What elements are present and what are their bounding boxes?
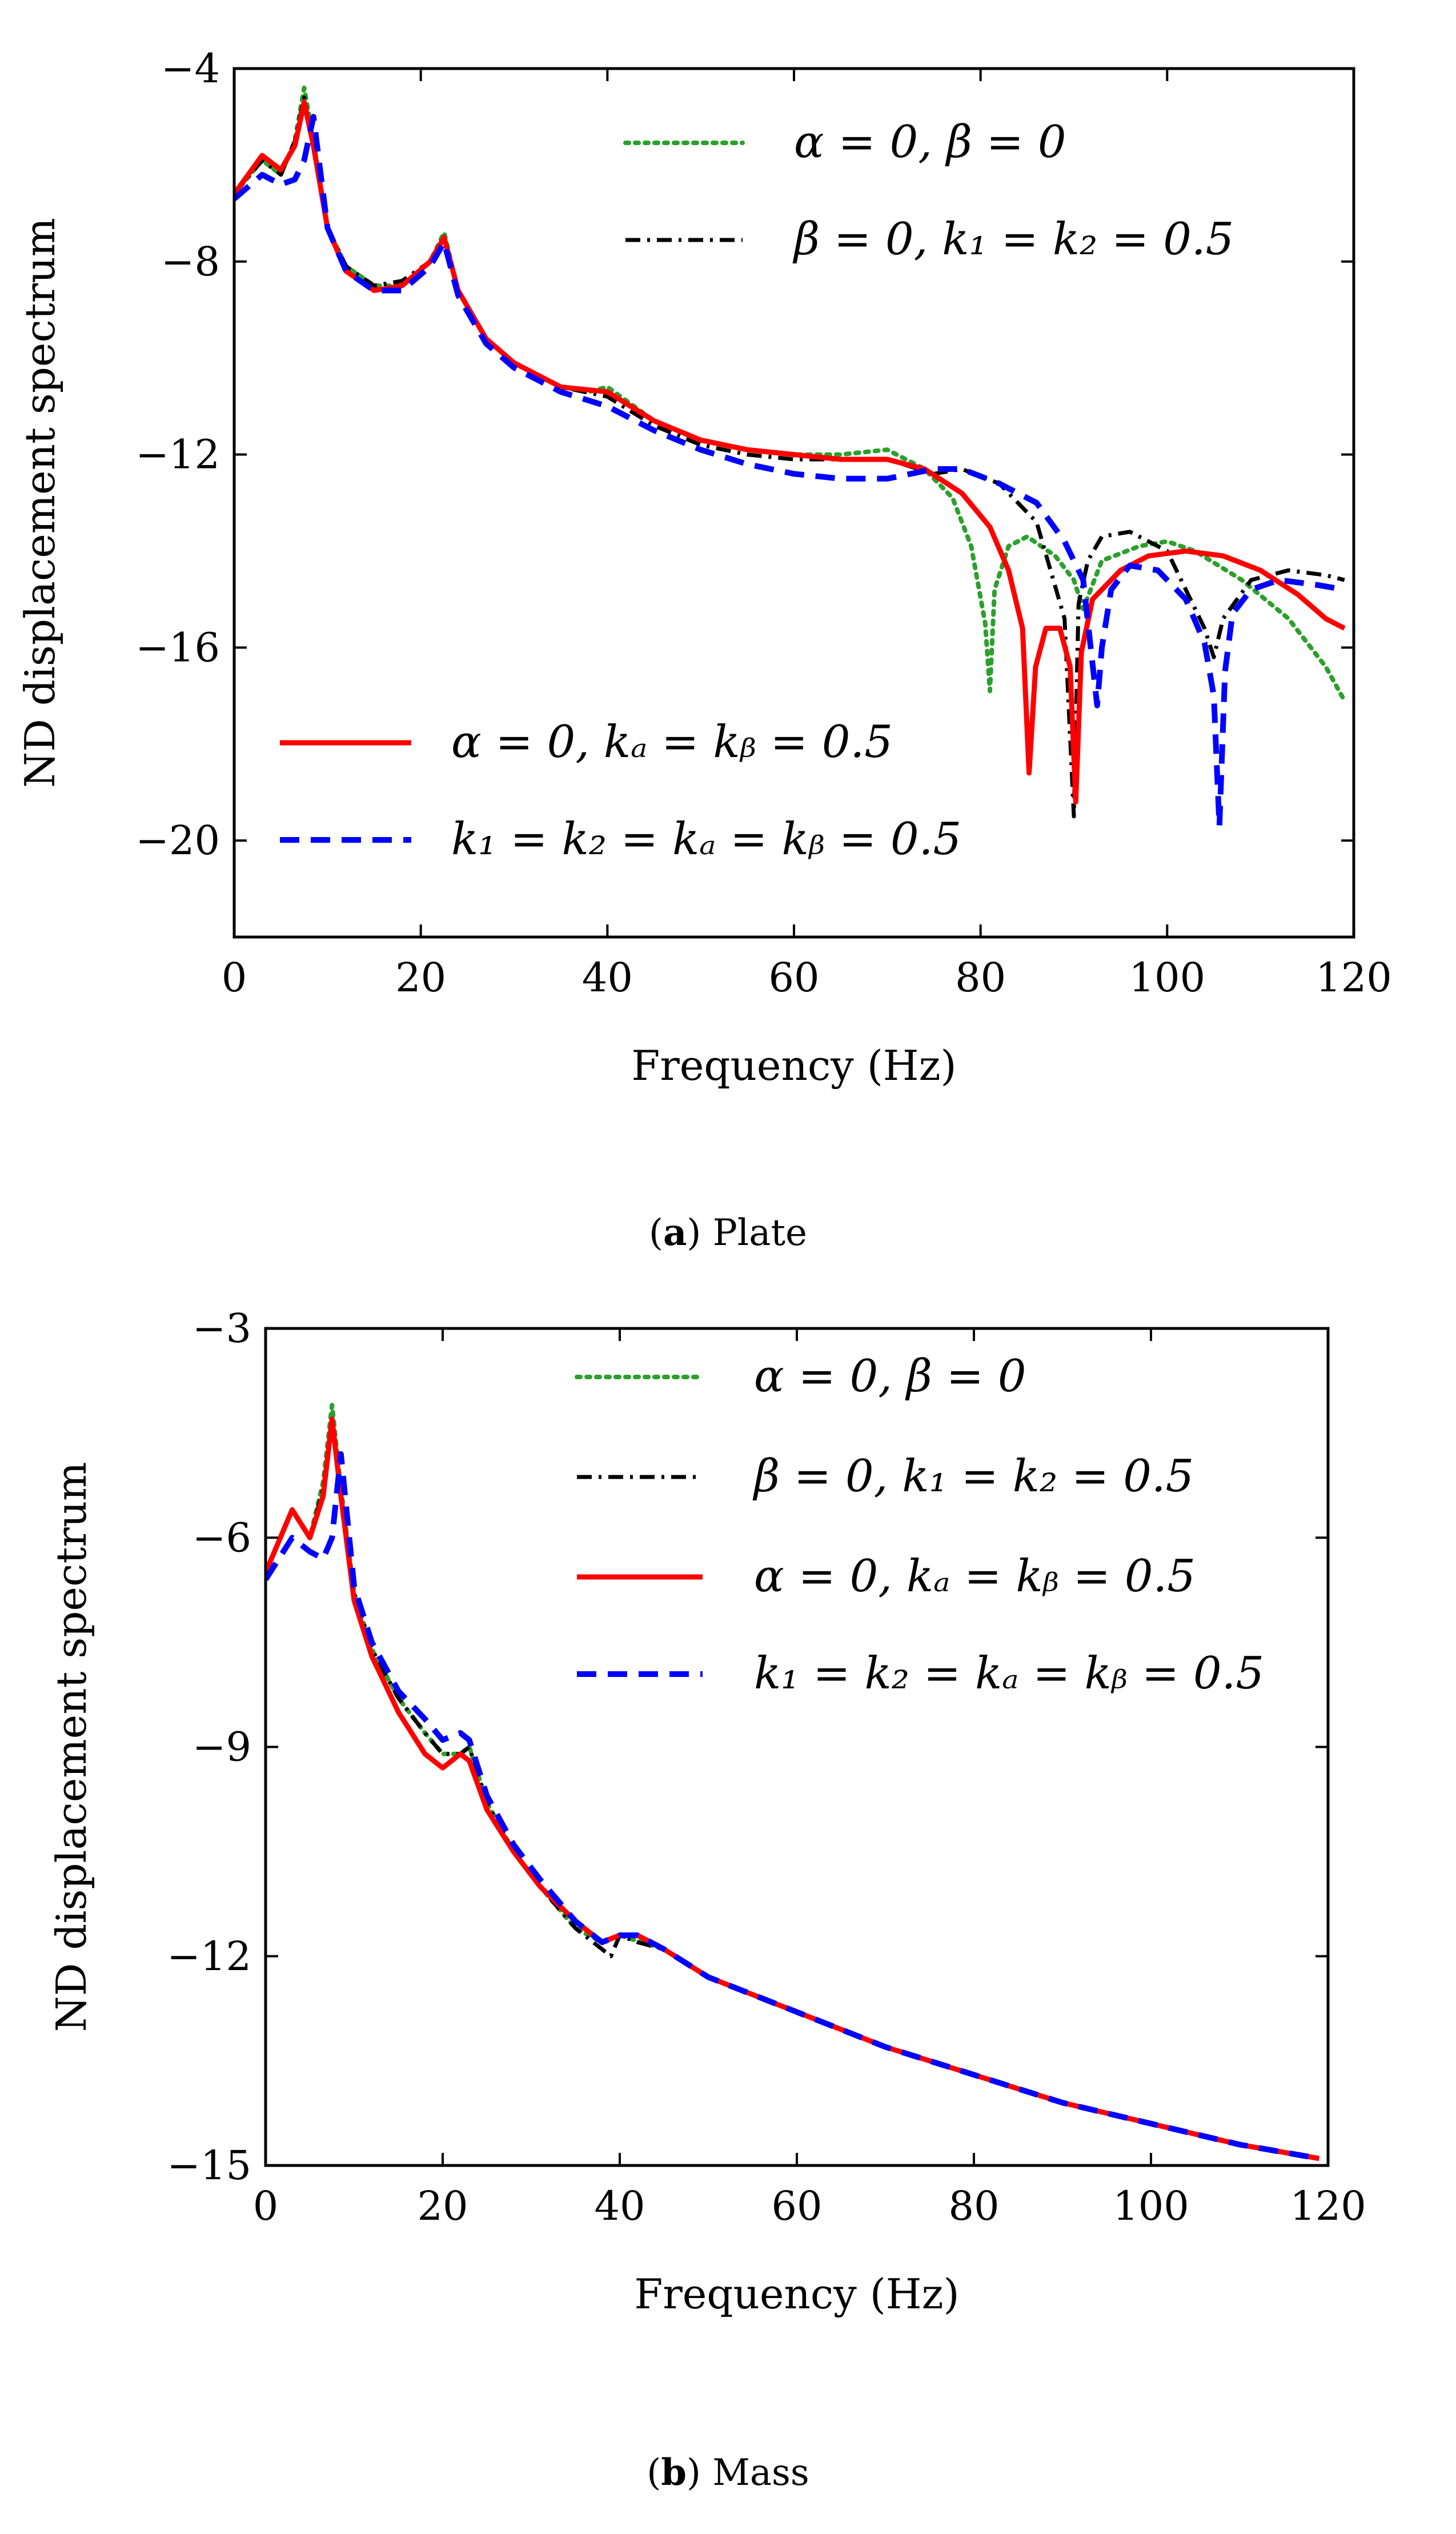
- pb-y-tick-label-1: −6: [192, 1514, 251, 1561]
- pb-x-tick-label-5: 100: [1113, 2183, 1189, 2229]
- pa-legend-0-label-1: β = 0, k₁ = k₂ = 0.5: [792, 214, 1234, 265]
- pb-series-group: [266, 1403, 1322, 2161]
- pa-series-group: [234, 85, 1347, 829]
- pa-series-line-2: [234, 99, 1346, 805]
- pa-legend-1-label-1: k₁ = k₂ = kₐ = kᵦ = 0.5: [451, 814, 961, 865]
- pa-y-axis-label: ND displacement spectrum: [16, 218, 64, 788]
- caption-b-letter: b: [661, 2451, 687, 2494]
- caption-b: (b) Mass: [647, 2451, 809, 2494]
- pa-x-tick-label-3: 60: [768, 954, 819, 1001]
- caption-a: (a) Plate: [648, 1211, 808, 1254]
- pb-x-tick-label-4: 80: [948, 2183, 999, 2229]
- pa-x-tick-label-4: 80: [955, 954, 1006, 1001]
- pb-x-tick-label-2: 40: [594, 2183, 645, 2229]
- pb-series-line-2: [266, 1416, 1320, 2161]
- pa-y-tick-label-1: −8: [161, 238, 220, 285]
- pb-y-axis-label: ND displacement spectrum: [47, 1462, 95, 2032]
- pa-series-line-1: [234, 95, 1345, 819]
- caption-b-text: Mass: [712, 2452, 809, 2494]
- pb-x-tick-label-1: 20: [417, 2183, 468, 2229]
- pa-x-tick-label-0: 0: [222, 954, 247, 1001]
- chart-panel-a: 0 20 40 60 80 100 120 −4 −8 −12 −16 −20 Frequency (H…: [16, 45, 1392, 1090]
- pb-series-line-0: [266, 1403, 1322, 2161]
- pa-plot-frame: [232, 67, 1355, 939]
- pa-x-tick-label-2: 40: [582, 954, 633, 1001]
- pb-x-tick-label-3: 60: [771, 2183, 822, 2229]
- pb-series-line-3: [266, 1451, 1320, 2161]
- pa-x-axis-label: Frequency (Hz): [631, 1042, 956, 1090]
- caption-a-text: Plate: [712, 1212, 808, 1254]
- pb-legend-0-label-0: α = 0, β = 0: [754, 1351, 1026, 1402]
- pb-legend-0-label-3: k₁ = k₂ = kₐ = kᵦ = 0.5: [754, 1648, 1264, 1699]
- pb-x-tick-label-0: 0: [253, 2183, 279, 2229]
- chart-panel-b: 0 20 40 60 80 100 120 −3 −6 −9 −12 −15 Frequency (Hz…: [47, 1305, 1366, 2318]
- pb-x-tick-label-6: 120: [1290, 2183, 1366, 2229]
- pa-legend-0-label-0: α = 0, β = 0: [794, 117, 1066, 168]
- pb-y-tick-label-4: −15: [167, 2142, 251, 2189]
- pa-x-tick-label-6: 120: [1315, 954, 1392, 1001]
- pb-series-line-1: [266, 1417, 1320, 2161]
- pa-x-tick-label-1: 20: [395, 954, 446, 1001]
- pa-y-tick-label-2: −12: [135, 431, 220, 478]
- pa-legend-1-label-0: α = 0, kₐ = kᵦ = 0.5: [451, 716, 893, 768]
- pa-y-tick-label-4: −20: [135, 817, 220, 864]
- pa-y-tick-label-3: −16: [135, 624, 220, 671]
- pb-y-tick-label-2: −9: [192, 1724, 251, 1771]
- caption-a-letter: a: [663, 1211, 687, 1254]
- pb-legend-0-label-1: β = 0, k₁ = k₂ = 0.5: [752, 1451, 1194, 1502]
- pb-x-axis-label: Frequency (Hz): [634, 2270, 959, 2318]
- pa-series-line-0: [234, 85, 1347, 703]
- pb-y-tick-label-3: −12: [167, 1933, 251, 1980]
- pa-series-line-3: [234, 114, 1345, 829]
- pb-legend-0-label-2: α = 0, kₐ = kᵦ = 0.5: [754, 1551, 1196, 1602]
- pa-x-tick-label-5: 100: [1129, 954, 1206, 1001]
- pa-y-tick-label-0: −4: [161, 45, 220, 92]
- pb-y-tick-label-0: −3: [192, 1305, 251, 1352]
